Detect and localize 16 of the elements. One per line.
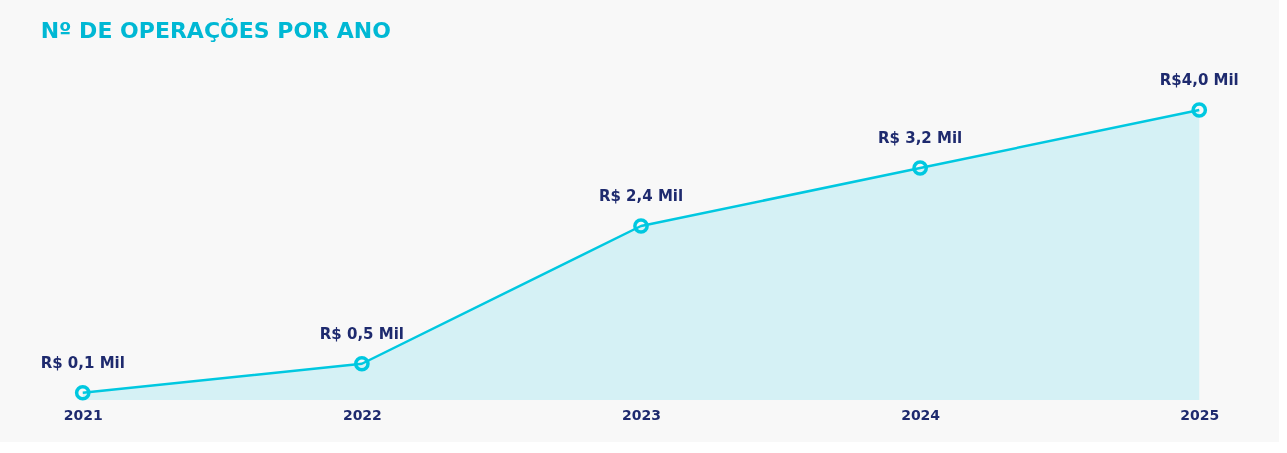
data-label: R$ 0,5 Mil — [319, 324, 404, 343]
data-label: R$ 0,1 Mil — [40, 353, 125, 372]
point — [633, 218, 649, 234]
x-tick-label: 2023 — [622, 406, 661, 423]
chart-title: Nº DE OPERAÇÕES POR ANO — [40, 18, 391, 43]
x-tick-label: 2021 — [63, 406, 103, 423]
x-tick-label: 2024 — [901, 406, 941, 423]
point — [912, 160, 928, 176]
point — [1191, 102, 1208, 118]
point — [74, 384, 91, 401]
data-label: R$ 2,4 Mil — [598, 187, 684, 205]
x-tick-label: 2025 — [1180, 406, 1220, 423]
point — [354, 355, 370, 372]
data-label: R$4,0 Mil — [1159, 71, 1239, 89]
x-tick-label: 2022 — [342, 406, 382, 423]
data-label: R$ 3,2 Mil — [878, 129, 963, 147]
